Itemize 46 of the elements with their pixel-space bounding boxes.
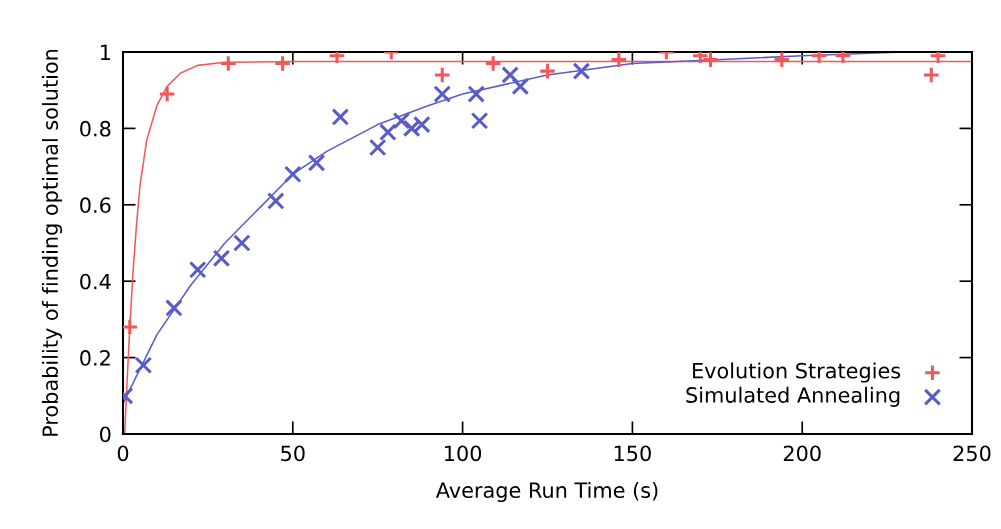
point: [283, 165, 302, 184]
point: [158, 85, 176, 103]
point: [267, 192, 285, 210]
point: [392, 111, 411, 130]
point: [134, 356, 153, 375]
point: [368, 138, 387, 157]
point: [188, 260, 207, 279]
legend-label: Simulated Annealing: [686, 386, 900, 407]
point: [467, 85, 485, 103]
point: [433, 66, 452, 84]
point: [331, 108, 350, 126]
point: [538, 62, 557, 80]
legend-label: Evolution Strategies: [693, 362, 901, 383]
point: [413, 115, 431, 134]
x-tick-label: 50: [281, 445, 305, 462]
y-tick-label: 0: [100, 426, 111, 443]
point: [701, 52, 720, 69]
y-tick-label: 0.8: [80, 120, 111, 137]
point: [572, 62, 591, 80]
point: [470, 111, 489, 130]
point: [773, 52, 791, 69]
point: [433, 85, 452, 103]
point: [402, 119, 421, 138]
point: [273, 54, 292, 73]
x-tick-label: 100: [445, 445, 482, 462]
y-tick-label: 0.2: [80, 350, 110, 366]
y-axis-title: Probability of finding optimal solution: [41, 49, 63, 436]
point: [219, 54, 238, 73]
point: [610, 52, 628, 69]
point: [484, 54, 502, 73]
point: [212, 249, 231, 268]
point: [922, 66, 941, 84]
x-tick-label: 0: [117, 445, 129, 462]
x-tick-label: 200: [783, 445, 821, 462]
point: [511, 77, 530, 96]
y-tick-label: 0.6: [80, 197, 111, 214]
point: [379, 123, 397, 142]
y-tick-label: 0.4: [80, 273, 111, 290]
point: [501, 66, 519, 84]
point: [233, 234, 251, 252]
point: [307, 153, 326, 172]
y-tick-label: 1: [100, 44, 110, 60]
point: [165, 299, 183, 317]
x-tick-label: 150: [614, 445, 651, 462]
x-tick-label: 250: [953, 445, 991, 462]
x-axis-title: Average Run Time (s): [435, 481, 658, 503]
